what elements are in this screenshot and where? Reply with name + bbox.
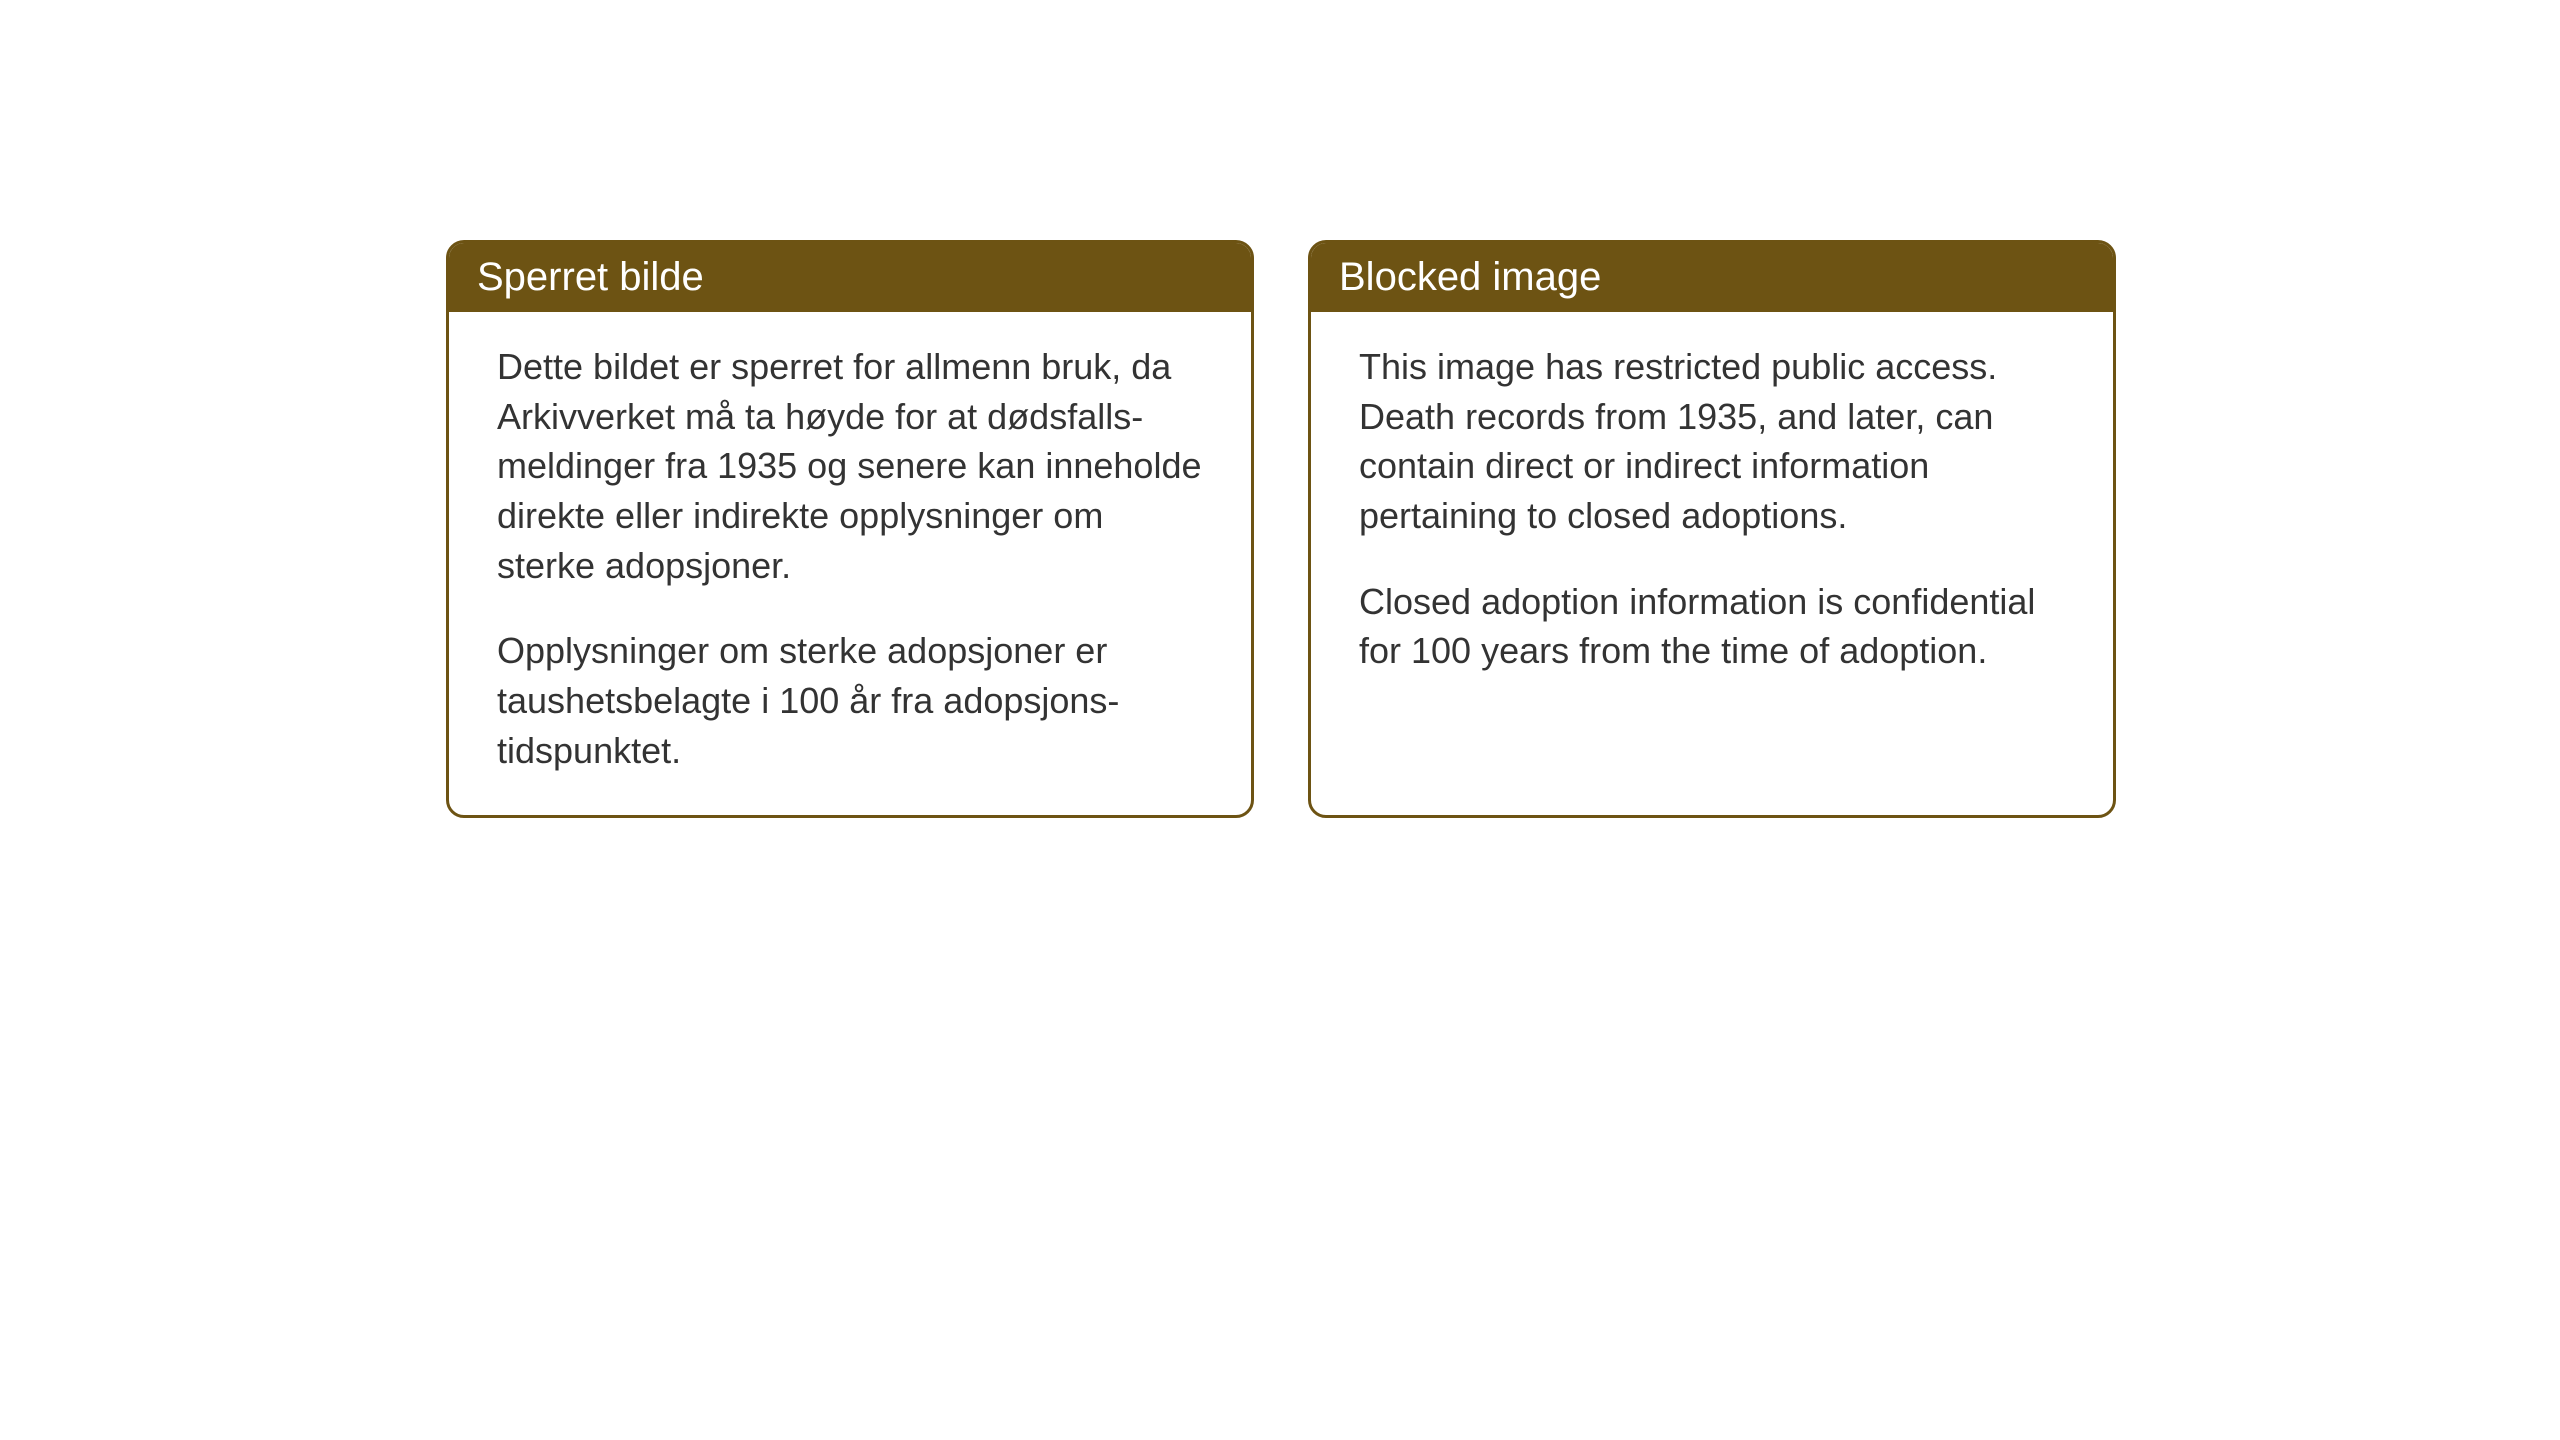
card-paragraph-1-english: This image has restricted public access.… <box>1359 342 2065 541</box>
card-paragraph-1-norwegian: Dette bildet er sperret for allmenn bruk… <box>497 342 1203 590</box>
notice-card-english: Blocked image This image has restricted … <box>1308 240 2116 818</box>
notice-cards-container: Sperret bilde Dette bildet er sperret fo… <box>446 240 2116 818</box>
card-paragraph-2-norwegian: Opplysninger om sterke adopsjoner er tau… <box>497 626 1203 775</box>
notice-card-norwegian: Sperret bilde Dette bildet er sperret fo… <box>446 240 1254 818</box>
card-paragraph-2-english: Closed adoption information is confident… <box>1359 577 2065 676</box>
card-header-norwegian: Sperret bilde <box>449 243 1251 312</box>
card-title-english: Blocked image <box>1339 255 1601 299</box>
card-body-english: This image has restricted public access.… <box>1311 312 2113 716</box>
card-body-norwegian: Dette bildet er sperret for allmenn bruk… <box>449 312 1251 815</box>
card-header-english: Blocked image <box>1311 243 2113 312</box>
card-title-norwegian: Sperret bilde <box>477 255 704 299</box>
